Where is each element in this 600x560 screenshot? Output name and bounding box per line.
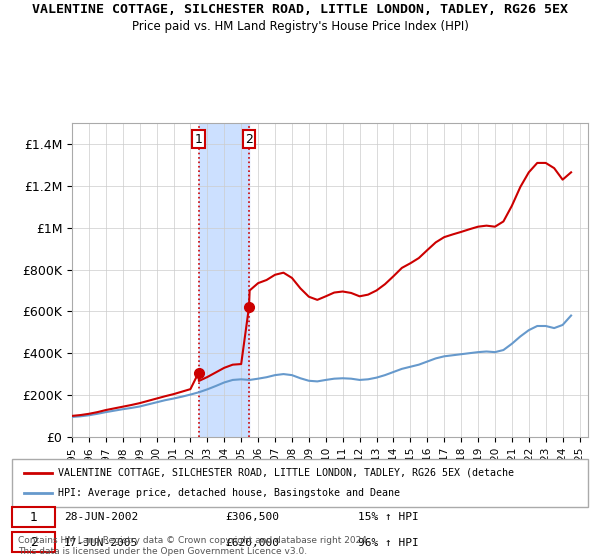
Text: 1: 1	[29, 511, 38, 524]
FancyBboxPatch shape	[12, 459, 588, 507]
FancyBboxPatch shape	[12, 532, 55, 552]
Text: 15% ↑ HPI: 15% ↑ HPI	[358, 512, 418, 522]
Text: 28-JUN-2002: 28-JUN-2002	[64, 512, 138, 522]
Text: VALENTINE COTTAGE, SILCHESTER ROAD, LITTLE LONDON, TADLEY, RG26 5EX: VALENTINE COTTAGE, SILCHESTER ROAD, LITT…	[32, 3, 568, 16]
Text: Price paid vs. HM Land Registry's House Price Index (HPI): Price paid vs. HM Land Registry's House …	[131, 20, 469, 32]
Text: 17-JUN-2005: 17-JUN-2005	[64, 538, 138, 548]
Text: 2: 2	[245, 133, 253, 146]
Text: Contains HM Land Registry data © Crown copyright and database right 2024.
This d: Contains HM Land Registry data © Crown c…	[18, 536, 370, 556]
Text: £306,500: £306,500	[225, 512, 279, 522]
Text: £620,000: £620,000	[225, 538, 279, 548]
FancyBboxPatch shape	[12, 507, 55, 527]
Bar	[199, 123, 249, 437]
Text: 2: 2	[29, 536, 38, 549]
Text: VALENTINE COTTAGE, SILCHESTER ROAD, LITTLE LONDON, TADLEY, RG26 5EX (detache: VALENTINE COTTAGE, SILCHESTER ROAD, LITT…	[58, 468, 514, 478]
Text: 96% ↑ HPI: 96% ↑ HPI	[358, 538, 418, 548]
Text: HPI: Average price, detached house, Basingstoke and Deane: HPI: Average price, detached house, Basi…	[58, 488, 400, 498]
Text: 1: 1	[194, 133, 202, 146]
